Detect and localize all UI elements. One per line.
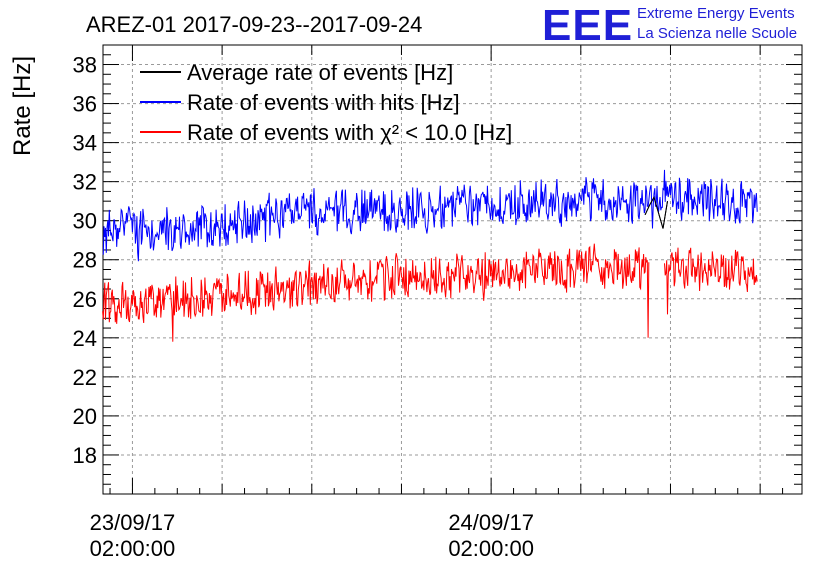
y-tick-label: 24 — [73, 326, 97, 351]
y-tick-label: 20 — [73, 404, 97, 429]
x-tick-label-date: 23/09/17 — [90, 510, 176, 535]
y-axis-label: Rate [Hz] — [9, 56, 36, 156]
x-tick-label-date: 24/09/17 — [448, 510, 534, 535]
y-tick-label: 18 — [73, 443, 97, 468]
series-2 — [102, 243, 758, 342]
series-1 — [102, 169, 758, 262]
series-line-overlay — [644, 196, 668, 229]
y-tick-label: 34 — [73, 131, 97, 156]
x-tick-label-time: 02:00:00 — [448, 536, 534, 561]
axes: 182022242628303234363823/09/1702:00:0024… — [73, 44, 802, 561]
logo-line-2: La Scienza nelle Scuole — [637, 25, 797, 42]
grid — [103, 45, 802, 494]
legend-label: Rate of events with hits [Hz] — [187, 90, 460, 115]
series-line — [102, 169, 758, 262]
y-tick-label: 32 — [73, 170, 97, 195]
legend-label: Rate of events with χ² < 10.0 [Hz] — [187, 120, 512, 145]
y-tick-label: 30 — [73, 209, 97, 234]
x-tick-label-time: 02:00:00 — [90, 536, 176, 561]
legend: Average rate of events [Hz] Rate of event… — [140, 60, 512, 145]
data-series — [102, 169, 758, 342]
eee-logo: EEE Extreme Energy Events La Scienza nel… — [542, 1, 797, 50]
legend-label: Average rate of events [Hz] — [187, 60, 453, 85]
logo-eee: EEE — [542, 1, 633, 50]
chart-title: AREZ-01 2017-09-23--2017-09-24 — [86, 12, 422, 37]
y-tick-label: 28 — [73, 248, 97, 273]
series-line — [664, 247, 758, 315]
y-tick-label: 38 — [73, 53, 97, 78]
y-tick-label: 22 — [73, 365, 97, 390]
y-tick-label: 26 — [73, 287, 97, 312]
series-line — [102, 243, 650, 342]
y-tick-label: 36 — [73, 92, 97, 117]
logo-line-1: Extreme Energy Events — [637, 5, 795, 22]
